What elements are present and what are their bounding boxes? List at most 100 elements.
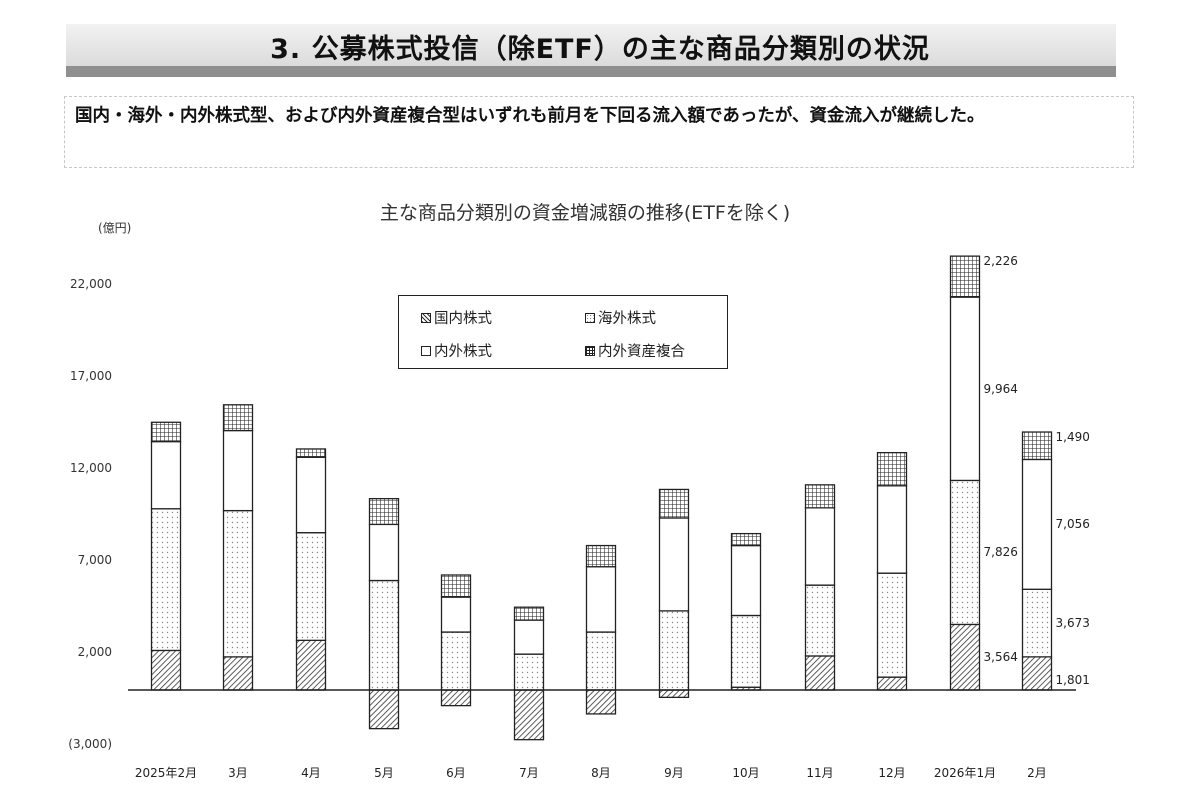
legend-label: 内外資産複合	[598, 344, 685, 360]
bar-segment	[295, 639, 327, 691]
legend-label: 国内株式	[434, 311, 492, 327]
bar-segment	[513, 619, 545, 655]
y-tick-label: (3,000)	[68, 737, 112, 752]
y-tick-label: 2,000	[77, 645, 112, 660]
x-tick-label: 12月	[878, 766, 906, 780]
dotted-swatch-icon	[585, 312, 595, 323]
x-tick-label: 5月	[374, 766, 394, 780]
blank-swatch-icon	[421, 345, 431, 356]
chart-legend: 国内株式 海外株式 内外株式 内外資産複合	[398, 295, 728, 369]
diagonal-hatch-swatch-icon	[421, 312, 431, 323]
bar-segment	[730, 614, 762, 688]
bar-segment	[585, 689, 617, 715]
bar-segment	[222, 429, 254, 512]
data-value-label: 1,801	[1055, 673, 1090, 687]
bar-segment	[1021, 431, 1053, 461]
data-value-label: 7,826	[983, 545, 1018, 560]
bar-segment	[222, 509, 254, 658]
data-value-label: 3,673	[1055, 616, 1090, 631]
x-tick-label: 7月	[519, 766, 539, 780]
legend-item-foreign-equity: 海外株式	[585, 307, 656, 328]
bar-segment	[513, 606, 545, 621]
bar-segment	[804, 655, 836, 691]
x-tick-label: 11月	[806, 766, 834, 780]
header-band	[66, 24, 1116, 70]
bar-segment	[876, 572, 908, 678]
data-value-label: 2,226	[983, 254, 1018, 269]
legend-item-global-equity: 内外株式	[421, 340, 492, 361]
bar-segment	[804, 507, 836, 586]
grid-swatch-icon	[585, 345, 595, 356]
data-value-label: 1,490	[1055, 430, 1090, 445]
x-tick-label: 2月	[1027, 766, 1047, 780]
x-tick-label: 2026年1月	[933, 766, 997, 780]
bar-segment	[295, 456, 327, 534]
x-tick-label: 4月	[301, 766, 321, 780]
bar-segment	[876, 485, 908, 574]
data-value-label: 3,564	[983, 650, 1018, 665]
bar-segment	[222, 656, 254, 691]
data-value-label: 9,964	[983, 381, 1018, 396]
x-tick-label: 3月	[228, 766, 248, 780]
bar-segment	[440, 689, 472, 707]
bar-segment	[730, 544, 762, 617]
bar-segment	[150, 649, 182, 691]
data-value-label: 7,056	[1055, 517, 1090, 532]
bar-segment	[368, 689, 400, 730]
header-rule	[66, 66, 1116, 77]
bar-segment	[658, 488, 690, 519]
bar-segment	[949, 255, 981, 298]
bar-segment	[513, 689, 545, 741]
legend-label: 内外株式	[434, 344, 492, 360]
bar-segment	[658, 610, 690, 691]
bar-segment	[1021, 458, 1053, 590]
y-axis-unit-label: (億円)	[98, 221, 132, 235]
bar-segment	[658, 517, 690, 612]
y-tick-label: 17,000	[70, 369, 112, 384]
bar-segment	[513, 653, 545, 691]
chart-title: 主な商品分類別の資金増減額の推移(ETFを除く)	[379, 202, 791, 224]
bar-segment	[295, 532, 327, 641]
bar-segment	[440, 596, 472, 633]
bar-group	[150, 255, 1053, 741]
bar-segment	[1021, 656, 1053, 691]
bar-segment	[804, 484, 836, 509]
x-tick-label: 6月	[446, 766, 466, 780]
bar-segment	[730, 532, 762, 547]
bar-segment	[150, 421, 182, 443]
bar-segment	[150, 508, 182, 652]
bar-segment	[368, 523, 400, 582]
bar-segment	[876, 676, 908, 691]
bar-segment	[440, 631, 472, 691]
legend-label: 海外株式	[598, 311, 656, 327]
x-tick-label: 2025年2月	[134, 766, 198, 780]
bar-segment	[949, 623, 981, 691]
x-tick-label: 10月	[732, 766, 760, 780]
bar-segment	[440, 574, 472, 598]
bar-segment	[1021, 588, 1053, 658]
bar-segment	[804, 584, 836, 657]
bar-segment	[658, 689, 690, 699]
bar-segment	[150, 440, 182, 510]
bar-segment	[585, 631, 617, 691]
bar-segment	[949, 479, 981, 626]
y-tick-label: 12,000	[70, 461, 112, 476]
bar-segment	[368, 497, 400, 526]
bar-segment	[368, 579, 400, 691]
y-tick-label: 7,000	[77, 553, 112, 568]
x-tick-label: 9月	[664, 766, 684, 780]
summary-text: 国内・海外・内外株式型、および内外資産複合型はいずれも前月を下回る流入額であった…	[75, 106, 985, 126]
bar-segment	[585, 544, 617, 568]
bar-segment	[295, 448, 327, 458]
bar-segment	[222, 404, 254, 432]
legend-item-domestic-equity: 国内株式	[421, 307, 492, 328]
bar-segment	[585, 566, 617, 633]
bar-segment	[876, 451, 908, 487]
page-title: 3. 公募株式投信（除ETF）の主な商品分類別の状況	[270, 34, 930, 65]
summary-box	[64, 96, 1134, 168]
y-tick-label: 22,000	[70, 277, 112, 292]
bar-segment	[949, 296, 981, 482]
x-tick-label: 8月	[591, 766, 611, 780]
legend-item-multi-asset: 内外資産複合	[585, 340, 685, 361]
